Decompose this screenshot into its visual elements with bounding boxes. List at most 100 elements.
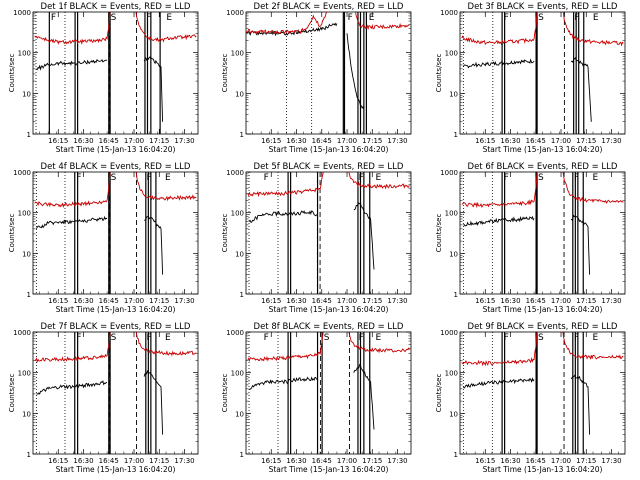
detector-panel-6f: Det 6f BLACK = Events, RED = LLD 1 10 100 10… (435, 162, 626, 314)
x-axis-label: Start Time (15-Jan-13 16:04:20) (483, 305, 603, 314)
x-tick-label: 17:30 (387, 137, 407, 145)
y-tick-label: 1 (454, 451, 458, 459)
x-tick-label: 17:00 (337, 457, 357, 465)
x-tick-label: 16:15 (475, 297, 495, 305)
panel-title: Det 2f BLACK = Events, RED = LLD (254, 2, 404, 12)
plot-frame (459, 171, 626, 295)
x-tick-label: 16:45 (99, 457, 119, 465)
panel-title: Det 7f BLACK = Events, RED = LLD (41, 322, 191, 332)
events-series-line (144, 215, 164, 275)
x-tick-label: 17:30 (601, 457, 621, 465)
marker-label-E: E (165, 173, 171, 183)
marker-label-F: F (574, 333, 579, 343)
series-group (461, 12, 624, 122)
y-axis-label: Counts/sec (221, 54, 229, 93)
y-tick-label: 100 (231, 210, 244, 218)
y-tick-label: 100 (18, 50, 31, 58)
events-series-line (249, 210, 318, 224)
marker-label-S: S (324, 333, 330, 343)
x-tick-label: 16:15 (48, 457, 68, 465)
y-tick-label: 1000 (226, 169, 244, 177)
y-tick-label: 10 (22, 90, 31, 98)
marker-label-E: E (593, 13, 599, 23)
y-tick-label: 1 (240, 291, 244, 299)
x-axis-label: Start Time (15-Jan-13 16:04:20) (269, 465, 389, 474)
lld-series-line (562, 12, 624, 47)
marker-label-F: F (359, 173, 364, 183)
y-tick-label: 1000 (13, 329, 31, 337)
x-tick-label: 16:45 (526, 457, 546, 465)
y-tick-label: 10 (235, 250, 244, 258)
marker-label-E: E (165, 333, 171, 343)
y-tick-label: 100 (445, 370, 458, 378)
x-tick-label: 16:15 (261, 457, 281, 465)
x-tick-label: 17:30 (387, 297, 407, 305)
y-tick-label: 1000 (440, 169, 458, 177)
y-axis-label: Counts/sec (435, 54, 443, 93)
y-tick-label: 100 (18, 210, 31, 218)
marker-label-F: F (504, 173, 509, 183)
marker-label-F: F (146, 173, 151, 183)
detector-panel-7f: Det 7f BLACK = Events, RED = LLD 1 10 100 10… (8, 322, 199, 474)
marker-label-F: F (146, 13, 151, 23)
plot-frame (32, 171, 199, 295)
marker-label-S: S (538, 173, 544, 183)
y-axis-label: Counts/sec (435, 374, 443, 413)
x-axis-label: Start Time (15-Jan-13 16:04:20) (269, 145, 389, 154)
marker-label-S: S (538, 333, 544, 343)
events-series-line (353, 202, 375, 270)
x-axis-label: Start Time (15-Jan-13 16:04:20) (483, 465, 603, 474)
events-series-line (36, 380, 108, 395)
y-tick-label: 1000 (13, 169, 31, 177)
y-tick-label: 10 (235, 410, 244, 418)
marker-label-S: S (111, 333, 117, 343)
events-series-line (143, 369, 164, 435)
lld-series-line (355, 12, 410, 31)
y-tick-label: 1000 (226, 9, 244, 17)
events-series-line (462, 58, 535, 69)
x-tick-label: 16:45 (312, 297, 332, 305)
lld-series-line (34, 332, 111, 363)
y-tick-label: 1000 (13, 9, 31, 17)
y-tick-label: 1 (27, 291, 31, 299)
panel-title: Det 1f BLACK = Events, RED = LLD (41, 2, 191, 12)
y-tick-label: 1 (454, 291, 458, 299)
x-tick-label: 17:00 (124, 297, 144, 305)
x-tick-label: 16:45 (99, 137, 119, 145)
events-series-line (249, 376, 318, 390)
x-tick-label: 16:15 (475, 457, 495, 465)
lld-series-line (247, 172, 324, 198)
series-group (34, 332, 197, 435)
x-tick-label: 16:45 (312, 137, 332, 145)
marker-label-F: F (146, 333, 151, 343)
panel-title: Det 6f BLACK = Events, RED = LLD (468, 162, 618, 172)
marker-label-F: F (264, 333, 269, 343)
x-tick-label: 17:30 (387, 457, 407, 465)
x-tick-label: 17:15 (362, 297, 382, 305)
x-tick-label: 17:15 (362, 137, 382, 145)
events-series-line (353, 363, 375, 430)
marker-label-E: E (592, 333, 598, 343)
detector-panel-3f: Det 3f BLACK = Events, RED = LLD 1 10 100 10… (435, 2, 626, 154)
panel-title: Det 8f BLACK = Events, RED = LLD (254, 322, 404, 332)
x-tick-label: 16:30 (286, 457, 306, 465)
y-tick-label: 100 (18, 370, 31, 378)
marker-label-S: S (538, 13, 544, 23)
marker-label-E: E (375, 173, 381, 183)
marker-label-E: E (369, 13, 375, 23)
marker-label-F: F (348, 13, 353, 23)
lld-series-line (247, 332, 324, 362)
x-tick-label: 17:00 (551, 457, 571, 465)
marker-label-E: E (592, 173, 598, 183)
x-tick-label: 17:30 (174, 297, 194, 305)
y-axis-label: Counts/sec (435, 214, 443, 253)
detector-panel-8f: Det 8f BLACK = Events, RED = LLD 1 10 100 10… (221, 322, 412, 474)
y-tick-label: 1 (240, 451, 244, 459)
lld-series-line (461, 12, 538, 46)
lld-series-line (135, 12, 197, 43)
x-tick-label: 16:15 (475, 137, 495, 145)
x-tick-label: 17:30 (174, 457, 194, 465)
events-series-line (35, 215, 108, 230)
x-tick-label: 16:30 (73, 457, 93, 465)
marker-label-F: F (264, 173, 269, 183)
